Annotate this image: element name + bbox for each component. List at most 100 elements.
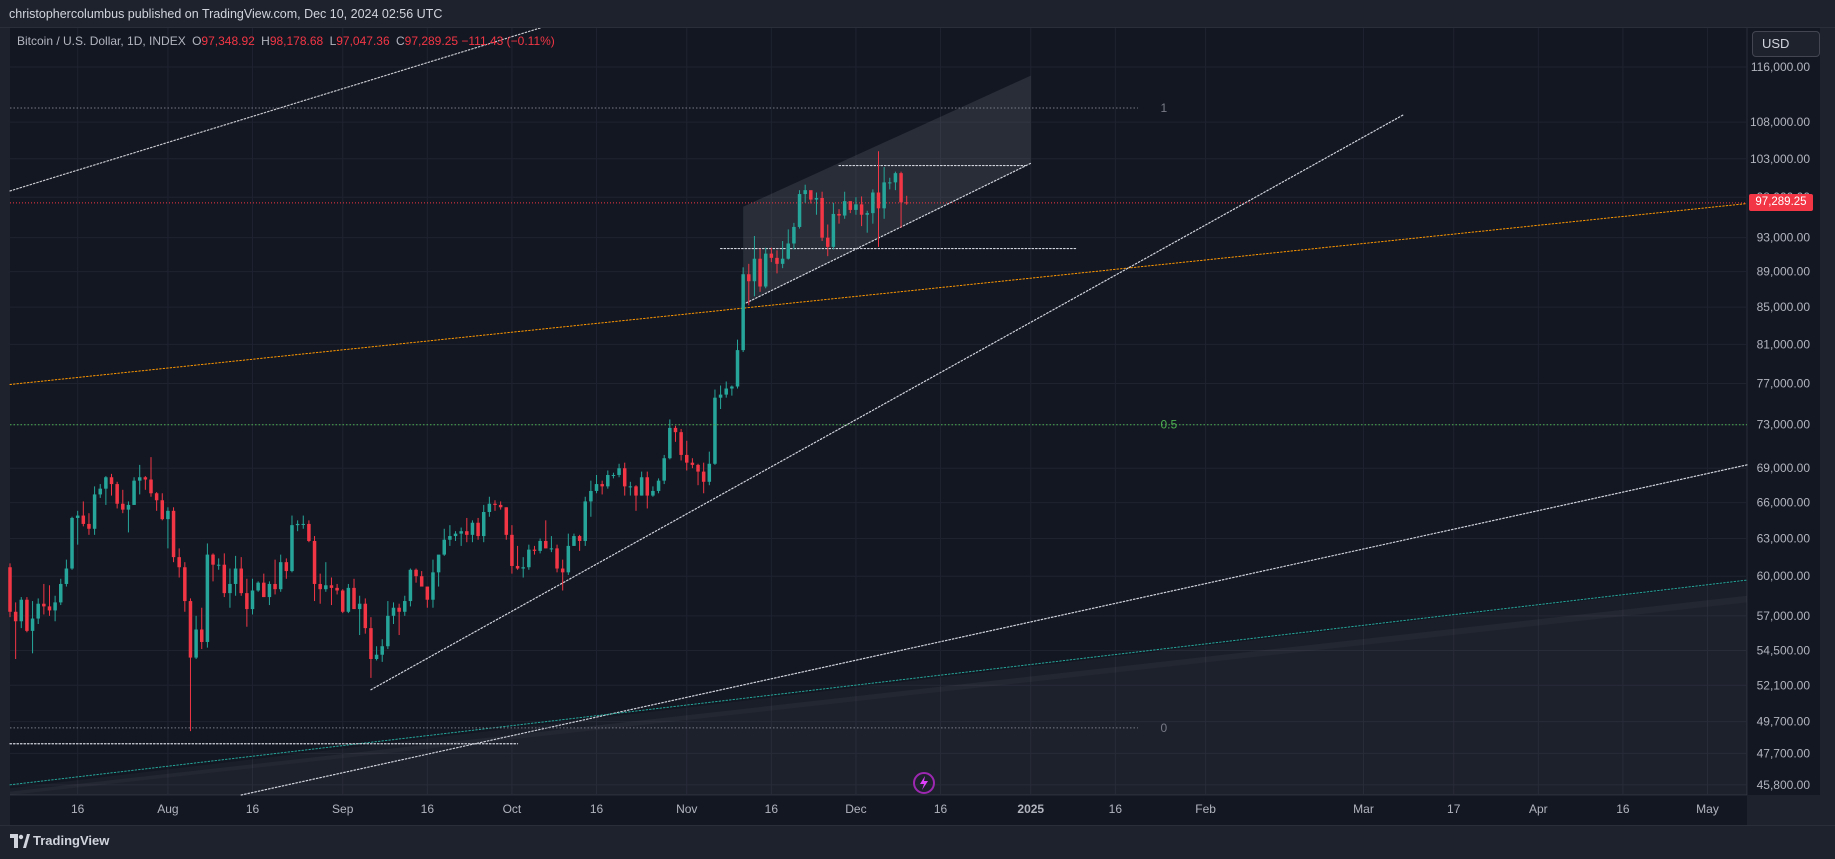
candle-body: [527, 549, 531, 568]
candle-body: [848, 201, 853, 210]
candle-body: [30, 618, 35, 631]
candlestick-series: [8, 151, 909, 732]
candle-body: [188, 601, 193, 658]
time-tick-label: Apr: [1529, 802, 1548, 816]
candle-body: [318, 583, 322, 590]
time-tick-label: 2025: [1017, 802, 1044, 816]
candle-body: [735, 350, 740, 387]
candle-body: [498, 504, 503, 508]
candle-body: [465, 531, 469, 535]
price-axis[interactable]: [1747, 28, 1820, 795]
candle-body: [459, 531, 463, 534]
drawing-shapes: [10, 75, 1747, 795]
open-label: O: [192, 34, 202, 48]
close-value: 97,289.25: [404, 34, 459, 48]
candle-body: [256, 582, 260, 591]
candle-body: [19, 599, 24, 622]
candle-body: [352, 587, 356, 610]
candle-body: [75, 515, 80, 518]
candle-body: [137, 477, 142, 481]
candle-body: [273, 583, 277, 590]
candle-body: [532, 549, 537, 551]
candle-body: [865, 213, 869, 215]
candle-body: [572, 536, 576, 546]
teal-trend-line: [9, 579, 1748, 786]
close-label: C: [395, 34, 405, 48]
candle-body: [408, 569, 413, 602]
time-tick-label: Dec: [845, 802, 866, 816]
time-axis-labels: 16 Aug 16 Sep 16 Oct 16 Nov 16 Dec 16 2025 16 Feb Mar 1…: [71, 802, 1719, 816]
price-tick-label: 57,000.00: [1757, 609, 1811, 623]
candle-body: [59, 583, 63, 603]
candle-body: [831, 213, 836, 247]
candle-body: [651, 490, 655, 496]
price-tick-label: 81,000.00: [1757, 337, 1811, 351]
candle-body: [149, 479, 153, 494]
candle-body: [713, 397, 717, 464]
candle-body: [555, 548, 559, 569]
candle-body: [295, 523, 300, 526]
candle-body: [577, 536, 582, 541]
candle-body: [797, 194, 802, 227]
candle-body: [453, 533, 458, 537]
candle-body: [628, 486, 633, 488]
candle-body: [510, 534, 514, 566]
candle-body: [87, 523, 91, 529]
candle-body: [888, 182, 892, 184]
fib-level-label: 1: [1160, 101, 1167, 115]
time-tick-label: 16: [421, 802, 435, 816]
time-axis[interactable]: [10, 795, 1747, 825]
candle-body: [414, 569, 418, 577]
candle-body: [42, 603, 46, 607]
last-price-label: 97,289.25: [1749, 193, 1813, 211]
candle-body: [871, 192, 875, 214]
candle-body: [747, 274, 751, 282]
candle-body: [617, 468, 621, 475]
candle-body: [775, 257, 779, 264]
low-value: 97,047.36: [336, 34, 390, 48]
candle-body: [825, 237, 830, 247]
lightning-glyph: [920, 776, 928, 790]
candle-body: [115, 484, 119, 504]
candle-body: [763, 253, 768, 287]
time-tick-label: Oct: [503, 802, 522, 816]
candle-body: [425, 586, 430, 600]
candle-body: [171, 510, 176, 558]
candle-body: [837, 213, 841, 216]
candle-body: [284, 562, 289, 572]
lightning-icon[interactable]: [913, 772, 935, 794]
candle-body: [369, 628, 373, 660]
candle-body: [132, 480, 136, 505]
candle-body: [154, 493, 159, 501]
candle-body: [391, 607, 396, 616]
candle-body: [690, 462, 695, 465]
candle-body: [662, 458, 666, 481]
candle-body: [786, 243, 791, 259]
candle-body: [611, 474, 616, 476]
candle-body: [741, 274, 745, 351]
candle-body: [448, 536, 452, 540]
candle-body: [312, 540, 317, 584]
candle-body: [493, 503, 497, 505]
tradingview-brand[interactable]: TradingView: [33, 833, 110, 848]
drawing-lines: [9, 27, 1748, 796]
fib-level-label: 0: [1160, 721, 1167, 735]
candle-body: [809, 190, 813, 200]
candle-body: [177, 557, 181, 568]
publisher-bar: christophercolumbus published on Trading…: [0, 0, 1835, 28]
symbol-name[interactable]: Bitcoin / U.S. Dollar, 1D, INDEX: [17, 34, 186, 48]
candle-body: [64, 568, 69, 584]
candle-body: [267, 583, 272, 598]
price-tick-label: 85,000.00: [1757, 300, 1811, 314]
candle-body: [346, 587, 351, 612]
time-tick-label: Nov: [676, 802, 697, 816]
price-tick-label: 66,000.00: [1757, 496, 1811, 510]
lower-fill-shape: [10, 595, 1747, 795]
tradingview-logo-icon[interactable]: [10, 834, 30, 848]
currency-button[interactable]: USD: [1752, 31, 1820, 57]
price-tick-label: 77,000.00: [1757, 377, 1811, 391]
candle-body: [538, 540, 542, 551]
candle-body: [199, 629, 204, 643]
candle-body: [594, 484, 599, 491]
